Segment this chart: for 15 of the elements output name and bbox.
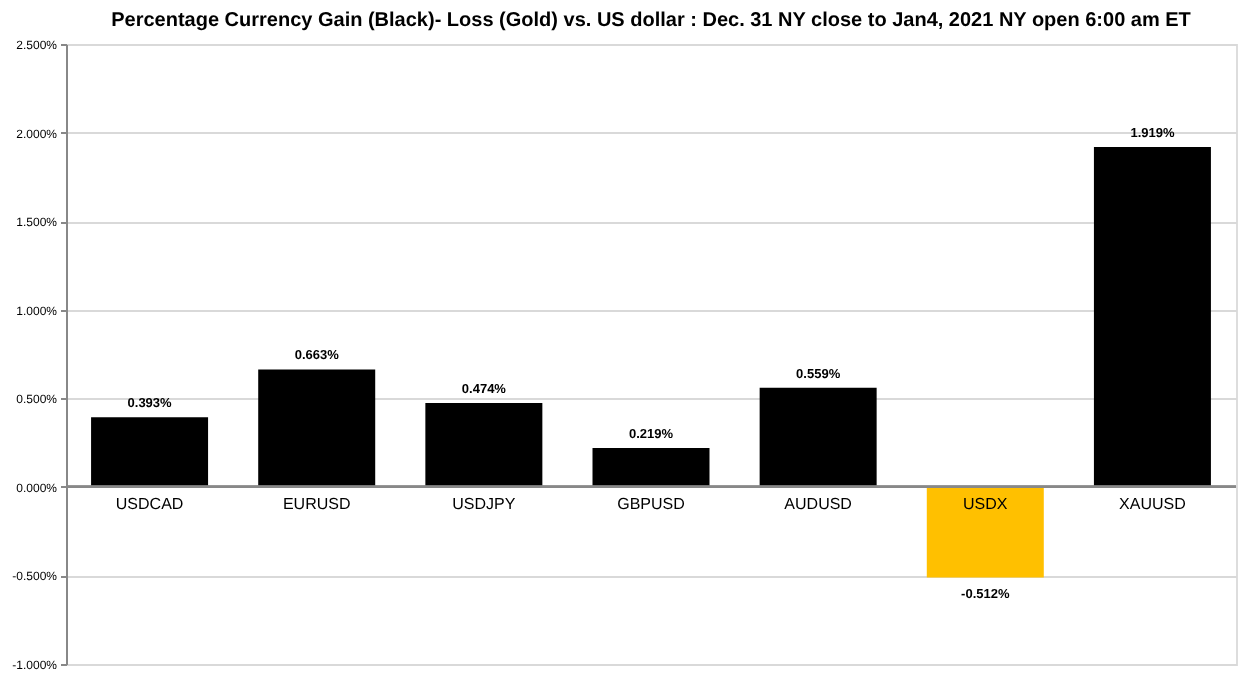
x-tick-label: GBPUSD bbox=[617, 494, 686, 513]
bar bbox=[592, 448, 710, 487]
bar bbox=[1093, 146, 1211, 487]
bar bbox=[258, 369, 376, 487]
x-tick-label: EURUSD bbox=[282, 494, 351, 513]
x-tick-label: AUDUSD bbox=[784, 494, 853, 513]
x-tick-label: USDJPY bbox=[452, 494, 517, 513]
chart-title: Percentage Currency Gain (Black)- Loss (Gold) vs. US dollar : Dec. 31 NY close to Jan4, 2021 NY open 6:00 am ET bbox=[111, 10, 1191, 32]
bar bbox=[425, 402, 543, 487]
bar bbox=[91, 417, 209, 487]
x-tick-label: USDCAD bbox=[115, 494, 184, 513]
x-tick-label: XAUUSD bbox=[1119, 494, 1187, 513]
x-tick-label: USDX bbox=[963, 494, 1009, 513]
bar bbox=[926, 486, 1044, 578]
bar bbox=[759, 387, 877, 487]
